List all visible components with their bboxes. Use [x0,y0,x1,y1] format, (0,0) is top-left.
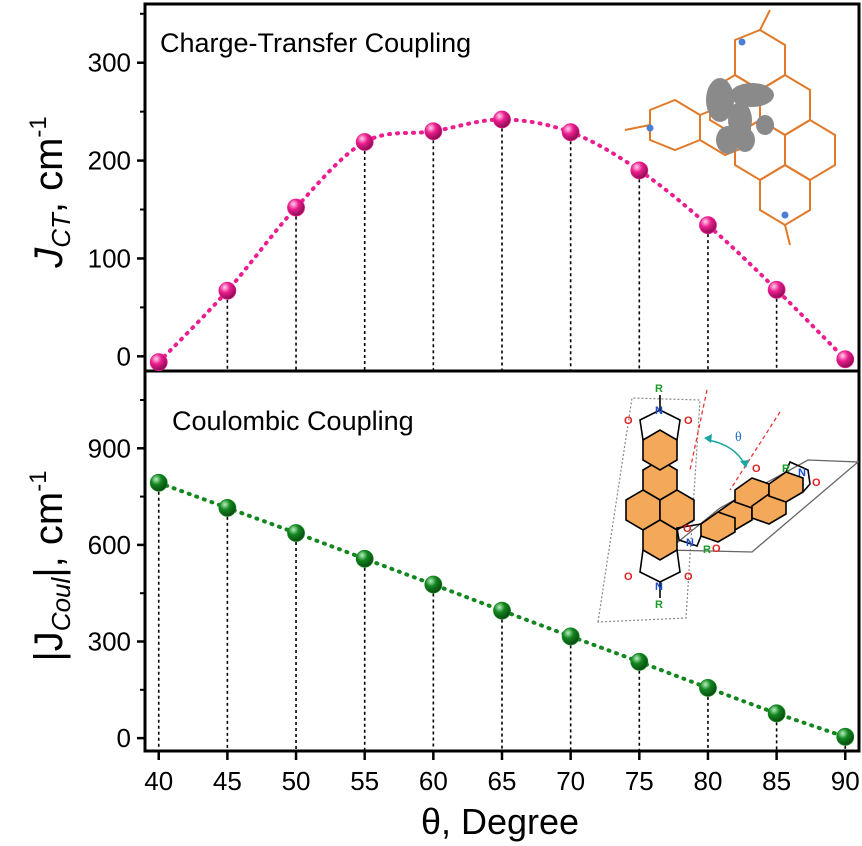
y-tick-label-ct-200: 200 [88,146,131,176]
pdi-right-o-1: O [752,463,761,475]
data-point-coul-85 [767,704,786,723]
pdi-right-r-1: R [782,463,790,475]
top-y-axis-label: JCT, cm-1 [25,116,76,269]
top-y-label-sub: CT [46,211,76,248]
x-tick-label-85: 85 [762,766,791,796]
orbital-lobes [706,78,774,154]
pdi-right-o-3: O [683,523,692,535]
data-point-coul-50 [287,524,305,542]
plane-right [666,459,860,553]
theta-arrow-right [740,460,749,468]
series-line-ct [156,117,848,365]
pdi-left-o-1: O [624,415,633,427]
pdi-right-n-2: N [686,537,694,549]
top-y-label-main: J [27,247,71,269]
pdi-right-core [700,471,804,543]
y-tick-label-coul-300: 300 [88,627,131,657]
data-point-coul-80 [699,678,717,697]
data-point-coul-45 [218,498,237,517]
pdi-left-o-2: O [684,415,693,427]
x-tick-label-55: 55 [350,766,379,796]
series-points [149,110,855,746]
theta-symbol: θ [735,430,742,445]
data-point-ct-60 [424,122,443,141]
data-point-ct-55 [355,133,374,151]
data-point-ct-80 [699,216,717,235]
pdi-left-r-2: R [655,599,663,611]
y-tick-label-coul-600: 600 [88,530,131,560]
top-panel-title: Charge-Transfer Coupling [160,28,471,58]
x-tick-label-80: 80 [694,766,723,796]
x-tick-label-40: 40 [144,766,173,796]
bottom-panel-title: Coulombic Coupling [172,406,414,436]
data-point-coul-60 [424,575,443,594]
pdi-left-n-2: N [655,581,663,593]
pdi-left-r-1: R [655,383,663,395]
pdi-left-n-1: N [655,405,663,417]
plane-axis-right [729,411,781,491]
pdi-left-o-3: O [624,571,633,583]
y-tick-label-ct-300: 300 [88,48,131,78]
x-tick-label-45: 45 [213,766,242,796]
data-point-ct-40 [149,353,168,372]
bottom-y-label-unit: |, cm [27,492,71,578]
y-tick-label-ct-0: 0 [117,341,131,371]
drop-lines [157,128,847,751]
pdi-right-o-2: O [812,477,821,489]
x-tick-label-50: 50 [282,766,311,796]
x-tick-label-60: 60 [419,766,448,796]
bottom-y-label-sub: Coul [46,576,76,631]
data-point-ct-65 [493,110,511,129]
data-point-coul-40 [149,473,168,492]
x-tick-label-75: 75 [625,766,654,796]
data-point-ct-90 [836,350,855,369]
top-y-label-sup: -1 [25,116,52,137]
axes-ticks: 0 100 200 300 0 300 600 900 40 45 50 55 60 65 70 75 80 85… [88,12,860,796]
nitrogen-atoms [646,38,789,219]
pdi-left-core [625,429,695,561]
pdi-left-imide-top [639,395,681,598]
data-point-ct-85 [767,280,786,299]
y-tick-label-ct-100: 100 [88,243,131,273]
bottom-y-label-main: |J [27,631,71,661]
bottom-y-axis-label: |JCoul|, cm-1 [25,470,76,661]
data-point-coul-90 [836,727,855,746]
coulombic-geometry-inset: θ O O N R O O N R [597,383,860,623]
bottom-y-label-sup: -1 [25,470,52,491]
pdi-right-o-4: O [712,543,721,555]
data-point-ct-70 [561,123,580,142]
data-point-ct-50 [287,198,305,217]
x-tick-label-70: 70 [556,766,585,796]
theta-arrow-left [704,434,712,443]
data-point-coul-65 [493,601,511,620]
data-point-coul-70 [561,627,580,646]
x-axis-label: θ, Degree [421,801,579,842]
y-tick-label-coul-900: 900 [88,433,131,463]
pdi-right-n-1: N [798,467,806,479]
data-point-ct-45 [218,281,237,300]
x-tick-label-90: 90 [831,766,860,796]
data-point-coul-55 [355,549,374,568]
y-tick-label-coul-0: 0 [117,723,131,753]
pdi-right-imide [676,460,811,547]
data-point-ct-75 [630,161,649,180]
top-y-label-unit: , cm [27,138,71,214]
data-point-coul-75 [630,652,649,671]
pdi-right-r-2: R [703,544,711,556]
pdi-left-o-4: O [684,571,693,583]
x-tick-label-65: 65 [488,766,517,796]
